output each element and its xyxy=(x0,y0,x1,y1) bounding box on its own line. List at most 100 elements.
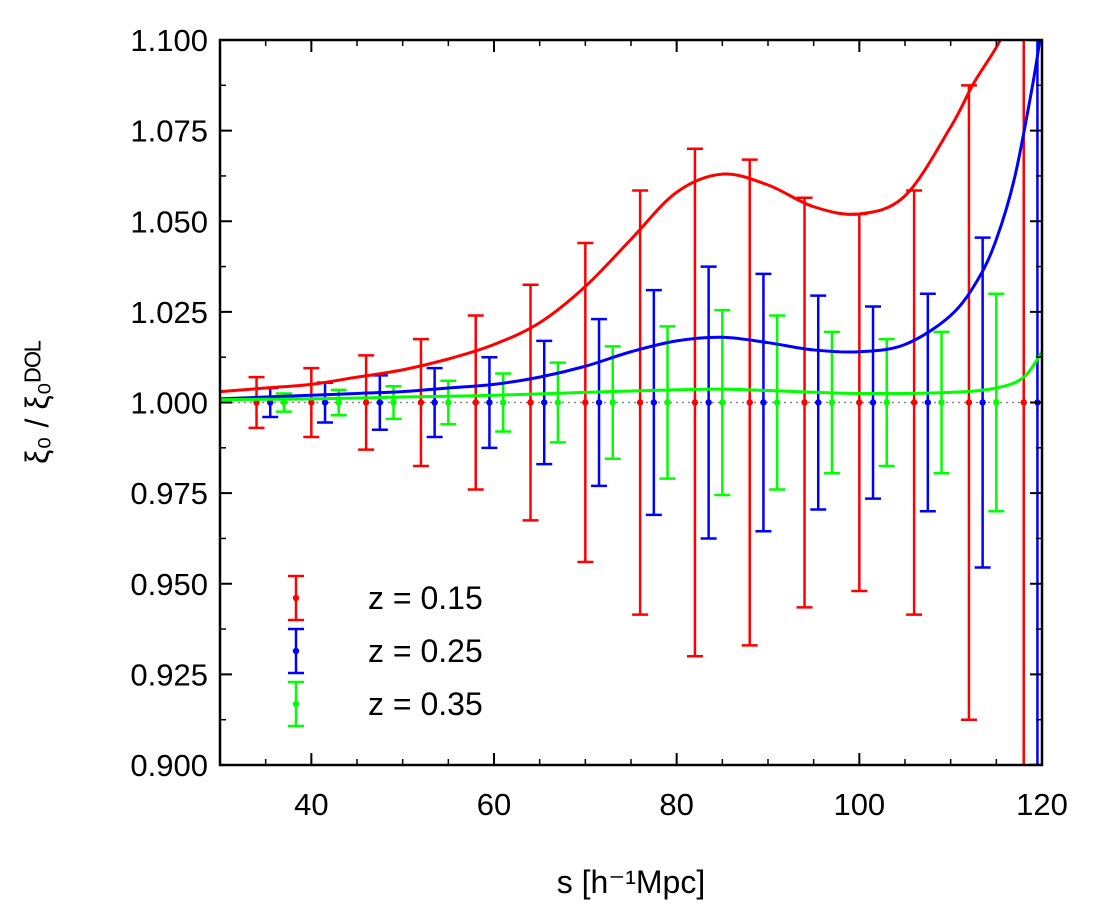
data-point-z025 xyxy=(869,399,877,406)
data-point-z015 xyxy=(910,399,918,406)
errorbar-z025 xyxy=(371,374,388,431)
curve-z035 xyxy=(220,350,1042,402)
legend-entry-z015: z = 0.15 xyxy=(288,574,483,622)
errorbar-z025 xyxy=(919,292,936,513)
plot-frame xyxy=(218,38,1044,767)
y-tick-label: 1.025 xyxy=(130,295,208,330)
legend-label: z = 0.35 xyxy=(368,686,483,722)
errorbar-z015 xyxy=(851,212,868,593)
errorbar-z025 xyxy=(426,366,443,439)
data-point-z025 xyxy=(486,399,493,406)
x-tick-label: 100 xyxy=(833,787,885,822)
data-point-z025 xyxy=(979,399,986,406)
errorbar-z015 xyxy=(741,158,758,647)
errorbar-z035 xyxy=(988,292,1005,513)
data-point-z035 xyxy=(883,399,890,406)
legend-label: z = 0.25 xyxy=(368,633,483,669)
data-point-z015 xyxy=(253,399,260,406)
data-point-z025 xyxy=(376,399,384,406)
data-point-z015 xyxy=(472,399,479,406)
errorbar-z025 xyxy=(591,317,608,488)
data-point-z035 xyxy=(280,399,288,406)
y-tick-label: 1.075 xyxy=(130,114,208,149)
y-tick-label: 0.900 xyxy=(130,748,208,783)
data-point-z015 xyxy=(801,399,808,406)
y-tick-label: 0.925 xyxy=(130,657,208,692)
errorbar-z035 xyxy=(604,345,621,460)
data-point-z035 xyxy=(554,399,562,406)
errorbar-z025 xyxy=(755,272,772,533)
errorbar-z035 xyxy=(714,308,731,497)
curve-z015 xyxy=(220,40,1002,394)
errorbar-z015 xyxy=(577,241,594,564)
errorbar-z025 xyxy=(865,305,882,500)
data-point-z035 xyxy=(719,399,726,406)
data-point-z015 xyxy=(417,399,425,406)
x-tick-label: 80 xyxy=(659,787,693,822)
errorbar-z025 xyxy=(645,288,662,517)
x-tick-label: 40 xyxy=(294,787,328,822)
y-tick-label: 1.050 xyxy=(130,204,208,239)
data-point-z035 xyxy=(664,399,671,406)
data-point-z015 xyxy=(856,399,863,406)
errorbar-z015 xyxy=(358,354,375,451)
errorbar-z035 xyxy=(330,388,347,417)
errorbar-z015 xyxy=(960,84,977,721)
x-axis-title: s [h⁻¹Mpc] xyxy=(557,864,705,900)
legend-entry-z025: z = 0.25 xyxy=(288,627,483,675)
errorbar-z025 xyxy=(810,294,827,511)
curve-z025 xyxy=(220,40,1042,401)
data-point-z015 xyxy=(636,399,644,406)
errorbar-z025 xyxy=(317,381,334,424)
y-axis-title: ξ₀ / ξ₀ᴰᴼᴸ xyxy=(19,340,55,464)
data-point-z025 xyxy=(760,399,767,406)
data-point-z015 xyxy=(308,399,315,406)
data-point-z025 xyxy=(267,399,274,406)
y-tick-label: 0.950 xyxy=(130,567,208,602)
errorbar-z025 xyxy=(481,355,498,450)
errorbar-z025 xyxy=(700,265,717,540)
errorbar-z035 xyxy=(823,330,840,475)
legend-marker xyxy=(292,700,300,708)
legend-marker xyxy=(292,647,300,655)
errorbar-z015 xyxy=(632,189,649,616)
errorbar-z035 xyxy=(933,330,950,475)
errorbar-z035 xyxy=(769,314,786,491)
legend-marker xyxy=(292,594,300,602)
data-point-z015 xyxy=(965,399,973,406)
errorbar-z015 xyxy=(686,147,703,658)
errorbar-z035 xyxy=(878,337,895,468)
data-point-z025 xyxy=(815,399,822,406)
data-point-z015 xyxy=(582,399,589,406)
y-tick-label: 1.000 xyxy=(130,386,208,421)
data-point-z025 xyxy=(541,399,548,406)
errorbar-z015 xyxy=(412,337,429,468)
errorbar-z015 xyxy=(796,196,813,609)
data-point-z025 xyxy=(705,399,712,406)
errorbar-z015 xyxy=(522,283,539,522)
legend-entry-z035: z = 0.35 xyxy=(288,680,483,728)
data-point-z035 xyxy=(773,399,781,406)
errorbar-z025 xyxy=(536,339,553,466)
data-point-z035 xyxy=(445,399,452,406)
data-point-z015 xyxy=(362,399,370,406)
data-point-z015 xyxy=(1020,399,1027,406)
errorbar-z035 xyxy=(659,325,676,480)
errorbar-z015 xyxy=(248,375,265,430)
legend-label: z = 0.15 xyxy=(368,580,483,616)
data-point-z025 xyxy=(431,399,438,406)
x-tick-label: 120 xyxy=(1016,787,1068,822)
errorbar-z035 xyxy=(549,361,566,444)
data-point-z035 xyxy=(828,399,836,406)
data-point-z035 xyxy=(938,399,945,406)
x-tick-label: 60 xyxy=(477,787,511,822)
data-point-z035 xyxy=(335,399,342,406)
data-point-z035 xyxy=(993,399,1000,406)
data-point-z035 xyxy=(390,399,397,406)
errorbar-z015 xyxy=(906,189,923,616)
y-tick-label: 1.100 xyxy=(130,23,208,58)
errorbar-z015 xyxy=(467,314,484,491)
data-point-z035 xyxy=(609,399,616,406)
errorbar-z025 xyxy=(974,236,991,569)
